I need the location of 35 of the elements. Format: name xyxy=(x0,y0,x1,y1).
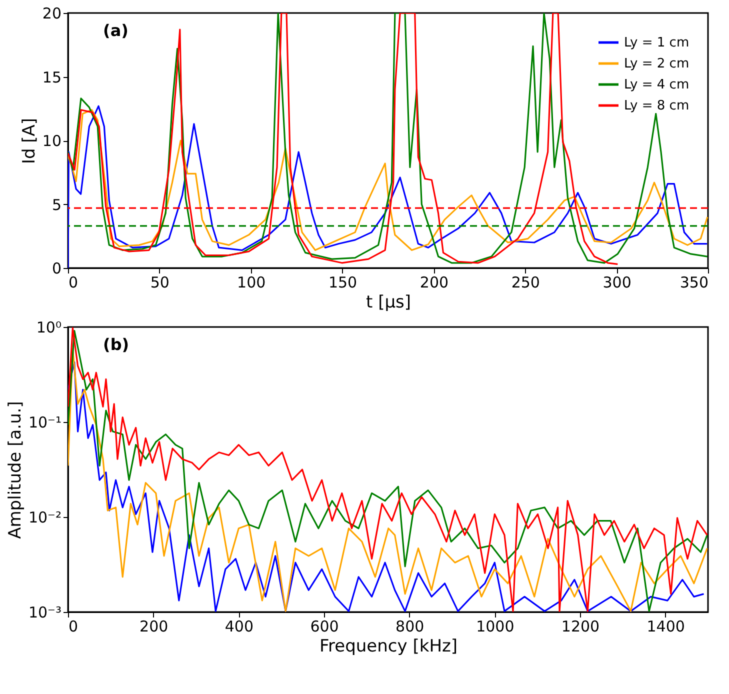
x-tick-label: 400 xyxy=(224,618,254,636)
y-tick-label: 5 xyxy=(52,196,62,214)
x-axis-title: Frequency [kHz] xyxy=(319,636,458,656)
legend-label: Ly = 4 cm xyxy=(624,78,690,92)
y-axis-title: Amplitude [a.u.] xyxy=(5,401,26,539)
annotation: (a) xyxy=(103,21,128,40)
x-tick-label: 350 xyxy=(680,274,708,292)
x-tick-label: 600 xyxy=(310,618,339,636)
x-tick-label: 0 xyxy=(68,274,78,292)
x-tick-label: 150 xyxy=(328,274,358,292)
x-axis-title: t [µs] xyxy=(366,292,412,312)
x-tick-label: 0 xyxy=(68,618,78,636)
y-tick-label: 10 xyxy=(42,132,62,150)
legend-label: Ly = 2 cm xyxy=(624,56,690,72)
x-tick-label: 100 xyxy=(237,274,266,292)
y-tick-label: 20 xyxy=(42,4,62,22)
x-tick-label: 1200 xyxy=(561,618,600,636)
y-axis-title: Id [A] xyxy=(19,118,40,164)
x-tick-label: 300 xyxy=(602,274,632,292)
x-tick-label: 50 xyxy=(150,274,170,292)
x-tick-label: 1000 xyxy=(476,618,514,636)
annotation: (b) xyxy=(103,335,130,354)
legend-label: Ly = 1 cm xyxy=(624,36,690,50)
y-tick-label: 15 xyxy=(42,68,62,86)
x-tick-label: 200 xyxy=(140,618,168,636)
x-tick-label: 1400 xyxy=(646,618,685,636)
y-tick-label: 10⁻³ xyxy=(28,604,62,622)
x-tick-label: 200 xyxy=(420,274,449,292)
y-tick-label: 10⁻² xyxy=(28,508,62,526)
y-tick-label: 0 xyxy=(52,260,62,278)
x-tick-label: 800 xyxy=(396,618,424,636)
y-tick-label: 10⁻¹ xyxy=(28,414,62,432)
x-tick-label: 250 xyxy=(511,274,540,292)
legend-label: Ly = 8 cm xyxy=(624,98,690,114)
y-tick-label: 10⁰ xyxy=(36,318,62,336)
